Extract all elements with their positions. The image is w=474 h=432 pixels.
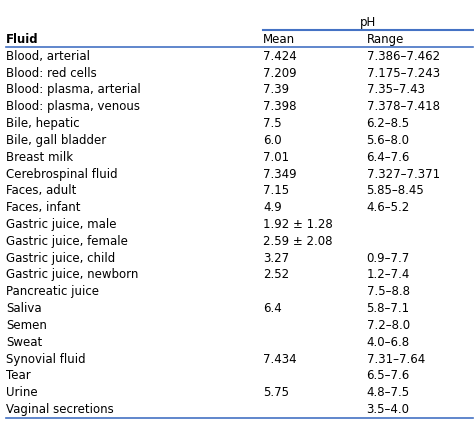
Text: Fluid: Fluid	[6, 33, 39, 46]
Text: Mean: Mean	[263, 33, 295, 46]
Text: Synovial fluid: Synovial fluid	[6, 353, 86, 365]
Text: Vaginal secretions: Vaginal secretions	[6, 403, 114, 416]
Text: 3.27: 3.27	[263, 251, 289, 265]
Text: 7.2–8.0: 7.2–8.0	[366, 319, 410, 332]
Text: pH: pH	[360, 16, 376, 29]
Text: 5.8–7.1: 5.8–7.1	[366, 302, 410, 315]
Text: 4.0–6.8: 4.0–6.8	[366, 336, 410, 349]
Text: Saliva: Saliva	[6, 302, 42, 315]
Text: 7.386–7.462: 7.386–7.462	[366, 50, 440, 63]
Text: Gastric juice, child: Gastric juice, child	[6, 251, 115, 265]
Text: 5.85–8.45: 5.85–8.45	[366, 184, 424, 197]
Text: 3.5–4.0: 3.5–4.0	[366, 403, 410, 416]
Text: 4.8–7.5: 4.8–7.5	[366, 386, 410, 399]
Text: 0.9–7.7: 0.9–7.7	[366, 251, 410, 265]
Text: 4.6–5.2: 4.6–5.2	[366, 201, 410, 214]
Text: Urine: Urine	[6, 386, 38, 399]
Text: 7.209: 7.209	[263, 67, 297, 79]
Text: 4.9: 4.9	[263, 201, 282, 214]
Text: 7.01: 7.01	[263, 151, 289, 164]
Text: 7.39: 7.39	[263, 83, 289, 96]
Text: Breast milk: Breast milk	[6, 151, 73, 164]
Text: Blood: red cells: Blood: red cells	[6, 67, 97, 79]
Text: 2.52: 2.52	[263, 268, 289, 282]
Text: 7.5: 7.5	[263, 117, 282, 130]
Text: Gastric juice, female: Gastric juice, female	[6, 235, 128, 248]
Text: 6.4–7.6: 6.4–7.6	[366, 151, 410, 164]
Text: 7.35–7.43: 7.35–7.43	[366, 83, 425, 96]
Text: Bile, hepatic: Bile, hepatic	[6, 117, 80, 130]
Text: 7.434: 7.434	[263, 353, 297, 365]
Text: 7.378–7.418: 7.378–7.418	[366, 100, 439, 113]
Text: 6.0: 6.0	[263, 134, 282, 147]
Text: 6.5–7.6: 6.5–7.6	[366, 369, 410, 382]
Text: 7.15: 7.15	[263, 184, 289, 197]
Text: 5.75: 5.75	[263, 386, 289, 399]
Text: Gastric juice, newborn: Gastric juice, newborn	[6, 268, 138, 282]
Text: 1.92 ± 1.28: 1.92 ± 1.28	[263, 218, 333, 231]
Text: Faces, infant: Faces, infant	[6, 201, 81, 214]
Text: 7.424: 7.424	[263, 50, 297, 63]
Text: 7.349: 7.349	[263, 168, 297, 181]
Text: Semen: Semen	[6, 319, 47, 332]
Text: Blood, arterial: Blood, arterial	[6, 50, 90, 63]
Text: Blood: plasma, arterial: Blood: plasma, arterial	[6, 83, 141, 96]
Text: 7.398: 7.398	[263, 100, 296, 113]
Text: 7.327–7.371: 7.327–7.371	[366, 168, 440, 181]
Text: 7.5–8.8: 7.5–8.8	[366, 285, 410, 298]
Text: Blood: plasma, venous: Blood: plasma, venous	[6, 100, 140, 113]
Text: 1.2–7.4: 1.2–7.4	[366, 268, 410, 282]
Text: 5.6–8.0: 5.6–8.0	[366, 134, 410, 147]
Text: Sweat: Sweat	[6, 336, 42, 349]
Text: Range: Range	[366, 33, 404, 46]
Text: Bile, gall bladder: Bile, gall bladder	[6, 134, 106, 147]
Text: Cerebrospinal fluid: Cerebrospinal fluid	[6, 168, 118, 181]
Text: 6.4: 6.4	[263, 302, 282, 315]
Text: 7.175–7.243: 7.175–7.243	[366, 67, 440, 79]
Text: 2.59 ± 2.08: 2.59 ± 2.08	[263, 235, 332, 248]
Text: Tear: Tear	[6, 369, 31, 382]
Text: Gastric juice, male: Gastric juice, male	[6, 218, 117, 231]
Text: Pancreatic juice: Pancreatic juice	[6, 285, 99, 298]
Text: Faces, adult: Faces, adult	[6, 184, 76, 197]
Text: 7.31–7.64: 7.31–7.64	[366, 353, 425, 365]
Text: 6.2–8.5: 6.2–8.5	[366, 117, 410, 130]
